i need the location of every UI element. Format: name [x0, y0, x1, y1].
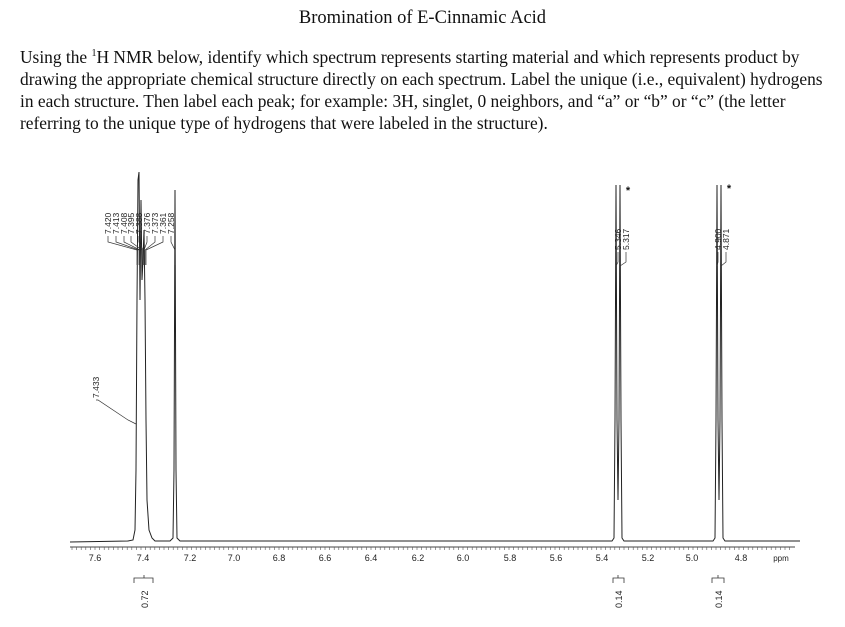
tick-label: 4.8	[735, 553, 748, 563]
tick-label: 7.2	[184, 553, 197, 563]
integral-values: 0.72 0.14 0.14	[140, 590, 724, 608]
peak-label: 5.317	[621, 228, 631, 250]
tick-label: 5.8	[504, 553, 517, 563]
star-marker: *	[626, 185, 631, 197]
tick-label: 6.6	[319, 553, 332, 563]
peak-label: 7.388	[134, 212, 144, 234]
instructions-text-rest: H NMR below, identify which spectrum rep…	[20, 47, 823, 133]
integral-value: 0.72	[140, 590, 150, 608]
tick-label: 5.2	[642, 553, 655, 563]
peak-label: 4.900	[713, 228, 723, 250]
tick-label: 6.4	[365, 553, 378, 563]
peak-label: 4.871	[721, 228, 731, 250]
peak-label: 7.413	[111, 212, 121, 234]
tick-label: 5.4	[596, 553, 609, 563]
peak-label: 7.376	[142, 212, 152, 234]
peak-label: 7.373	[150, 212, 160, 234]
peak-label: 7.433	[91, 376, 101, 398]
spectrum-trace	[69, 171, 800, 543]
x-axis-tick-labels: 7.6 7.4 7.2 7.0 6.8 6.6 6.4 6.2 6.0 5.8 …	[89, 553, 789, 563]
x-axis-minor-ticks	[71, 547, 790, 550]
tick-label: 7.4	[137, 553, 150, 563]
peak-label: 7.258	[166, 212, 176, 234]
instructions-paragraph: Using the 1H NMR below, identify which s…	[20, 46, 830, 134]
integral-value: 0.14	[614, 590, 624, 608]
peak-label: 5.346	[613, 228, 623, 250]
star-marker: *	[727, 183, 732, 195]
peak-label: 7.361	[158, 212, 168, 234]
page-title: Bromination of E-Cinnamic Acid	[298, 8, 547, 28]
integral-brackets	[133, 575, 725, 583]
instructions-text-start: Using the	[20, 47, 92, 67]
tick-label: 6.8	[273, 553, 286, 563]
tick-label: 7.6	[89, 553, 102, 563]
peak-label: 7.395	[126, 212, 136, 234]
axis-unit-label: ppm	[773, 554, 789, 563]
star-markers: * *	[626, 183, 732, 197]
peak-label: 7.420	[103, 212, 113, 234]
tick-label: 5.6	[550, 553, 563, 563]
tick-label: 6.2	[412, 553, 425, 563]
integral-value: 0.14	[714, 590, 724, 608]
aromatic-label-leaders	[96, 236, 727, 425]
aromatic-peak-labels: 7.420 7.413 7.408 7.395 7.388 7.376 7.37…	[91, 212, 731, 398]
tick-label: 6.0	[457, 553, 470, 563]
instructions-superscript: 1	[91, 48, 97, 60]
tick-label: 7.0	[228, 553, 241, 563]
peak-label: 7.408	[119, 212, 129, 234]
tick-label: 5.0	[686, 553, 699, 563]
